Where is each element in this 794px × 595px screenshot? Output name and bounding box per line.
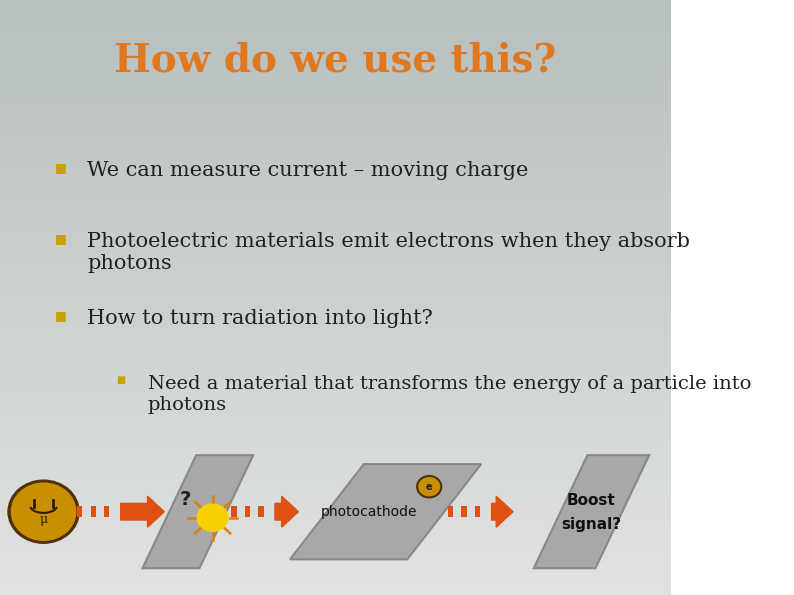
FancyBboxPatch shape [461, 506, 467, 517]
Text: e: e [426, 482, 433, 491]
Text: Need a material that transforms the energy of a particle into
photons: Need a material that transforms the ener… [148, 375, 751, 414]
Text: How do we use this?: How do we use this? [114, 42, 557, 80]
Text: ■: ■ [55, 309, 66, 322]
FancyArrow shape [275, 496, 299, 527]
FancyBboxPatch shape [475, 506, 480, 517]
FancyArrow shape [121, 496, 164, 527]
Polygon shape [534, 455, 649, 568]
Circle shape [197, 504, 228, 531]
Circle shape [417, 476, 441, 497]
Text: We can measure current – moving charge: We can measure current – moving charge [87, 161, 529, 180]
FancyBboxPatch shape [77, 506, 83, 517]
Polygon shape [142, 455, 253, 568]
Text: ■: ■ [116, 375, 125, 385]
Text: ■: ■ [55, 232, 66, 245]
FancyBboxPatch shape [245, 506, 250, 517]
Text: μ: μ [40, 513, 48, 526]
FancyArrow shape [491, 496, 513, 527]
Text: ?: ? [180, 490, 191, 509]
FancyBboxPatch shape [91, 506, 96, 517]
FancyBboxPatch shape [104, 506, 110, 517]
Text: signal?: signal? [561, 517, 622, 533]
FancyBboxPatch shape [258, 506, 264, 517]
Text: Boost: Boost [567, 493, 616, 509]
Polygon shape [290, 464, 481, 559]
FancyBboxPatch shape [231, 506, 237, 517]
Text: ■: ■ [55, 161, 66, 174]
Text: photocathode: photocathode [321, 505, 417, 519]
Circle shape [8, 480, 79, 543]
FancyBboxPatch shape [448, 506, 453, 517]
Text: How to turn radiation into light?: How to turn radiation into light? [87, 309, 433, 328]
Circle shape [11, 483, 75, 540]
Text: Photoelectric materials emit electrons when they absorb
photons: Photoelectric materials emit electrons w… [87, 232, 690, 273]
